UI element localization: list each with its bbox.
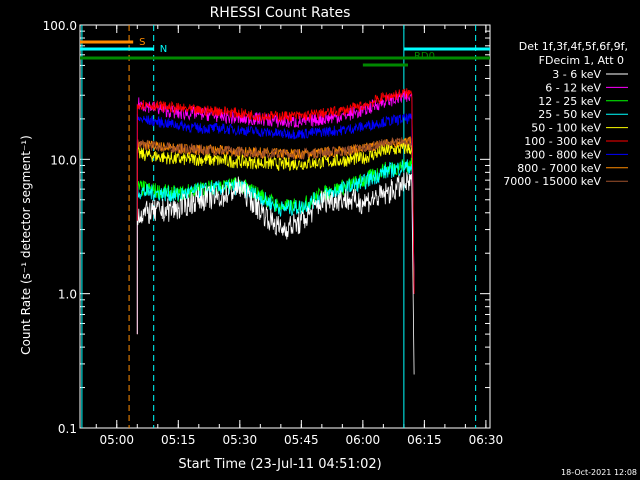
legend-entry-label: 50 - 100 keV [531,122,601,135]
y-tick-label: 1.0 [58,288,77,302]
footer-timestamp: 18-Oct-2021 12:08 [561,468,637,477]
x-tick-label: 05:15 [161,433,196,447]
series-line [136,142,415,335]
legend-entry-label: 800 - 7000 keV [517,162,601,175]
flag-bar-label: RD0 [414,51,435,62]
legend-entry-label: 300 - 800 keV [524,148,601,161]
legend-entry-label: 3 - 6 keV [552,68,601,81]
series-line [136,172,415,375]
series-line [136,136,415,335]
x-tick-label: 06:15 [407,433,442,447]
legend-entry-label: 25 - 50 keV [538,108,601,121]
series-line [136,88,415,335]
x-tick-label: 05:30 [223,433,258,447]
y-axis-label: Count Rate (s⁻¹ detector segment⁻¹) [19,135,33,355]
y-tick-label: 100.0 [43,19,77,33]
y-tick-label: 10.0 [50,153,77,167]
legend: Det 1f,3f,4f,5f,6f,9f, FDecim 1, Att 0 3… [503,40,628,188]
series-line [136,113,415,335]
x-tick-label: 06:30 [469,433,504,447]
x-axis-label: Start Time (23-Jul-11 04:51:02) [178,457,381,472]
x-tick-label: 05:45 [284,433,319,447]
legend-entry-label: 6 - 12 keV [545,81,601,94]
flag-bar-label: S [139,37,145,48]
plot-area: 05:00 05:15 05:30 05:45 06:00 06:15 06:30 0.1 1.… [43,19,504,447]
y-tick-label: 0.1 [58,422,77,436]
series-line [136,159,415,335]
flag-bar-label: N [160,44,167,55]
legend-entry-label: 12 - 25 keV [538,95,601,108]
x-tick-label: 06:00 [346,433,381,447]
series-line [136,137,415,335]
legend-entry-label: 7000 - 15000 keV [503,175,601,188]
legend-header-line-2: FDecim 1, Att 0 [539,54,624,67]
legend-header-line-1: Det 1f,3f,4f,5f,6f,9f, [519,40,628,53]
x-tick-label: 05:00 [99,433,134,447]
chart-title: RHESSI Count Rates [210,5,351,21]
legend-entry-label: 100 - 300 keV [524,135,601,148]
plot-frame [79,24,491,429]
